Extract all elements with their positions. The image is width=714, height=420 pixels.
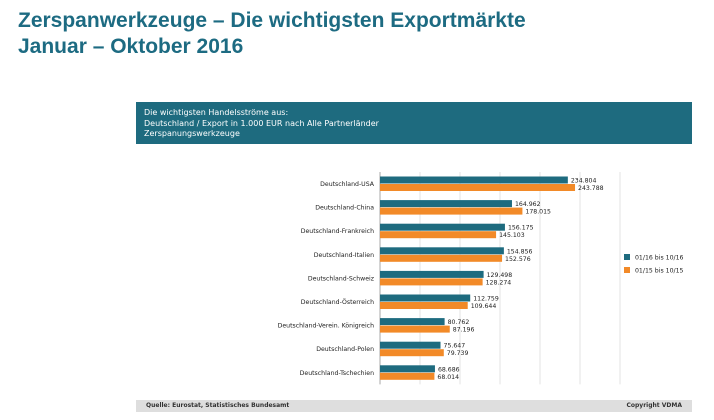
legend-label: 01/15 bis 10/15 (635, 268, 684, 275)
data-label: 109.644 (471, 303, 497, 310)
bar (380, 270, 484, 278)
bar (380, 372, 435, 380)
slide-title-line-2: Januar – Oktober 2016 (18, 35, 244, 58)
data-label: 75.647 (444, 343, 466, 350)
bar (380, 325, 450, 333)
data-label: 156.175 (508, 225, 534, 232)
data-label: 152.576 (505, 256, 531, 263)
bar (380, 341, 441, 349)
legend-label: 01/16 bis 10/16 (635, 255, 684, 262)
bar (380, 176, 568, 184)
data-label: 154.856 (507, 248, 533, 255)
chart-header-line-1: Die wichtigsten Handelsströme aus: (144, 108, 289, 117)
data-label: 112.759 (473, 296, 499, 303)
data-label: 68.686 (438, 366, 460, 373)
data-label: 243.788 (578, 185, 604, 192)
data-label: 80.762 (448, 319, 470, 326)
category-label: Deutschland-Österreich (301, 297, 374, 306)
slide-title: Zerspanwerkzeuge – Die wichtigsten Expor… (18, 8, 698, 60)
category-label: Deutschland-Verein. Königreich (278, 323, 374, 330)
data-label: 128.274 (486, 279, 512, 286)
bar (380, 318, 445, 326)
bar (380, 365, 435, 373)
bar (380, 247, 504, 255)
source-note: Quelle: Eurostat, Statistisches Bundesam… (146, 402, 290, 409)
bar (380, 294, 471, 302)
category-label: Deutschland-Polen (316, 346, 374, 353)
data-label: 79.739 (447, 350, 469, 357)
chart-header-line-3: Zerspanungswerkzeuge (144, 129, 240, 138)
slide-title-line-1: Zerspanwerkzeuge – Die wichtigsten Expor… (18, 9, 526, 32)
data-label: 145.103 (499, 232, 525, 239)
bar (380, 200, 512, 208)
category-label: Deutschland-China (315, 205, 374, 212)
chart-header-line-2: Deutschland / Export in 1.000 EUR nach A… (144, 118, 379, 128)
legend-swatch (624, 267, 630, 273)
bar (380, 302, 468, 309)
chart-panel: Deutschland-USA 234.804 243.788 Deutschland… (136, 102, 692, 412)
category-label: Deutschland-Tschechien (300, 370, 374, 377)
category-label: Deutschland-Frankreich (301, 228, 374, 235)
bar (380, 223, 505, 231)
data-label: 87.196 (453, 327, 475, 334)
category-label: Deutschland-Schweiz (308, 275, 374, 282)
category-label: Deutschland-USA (320, 181, 375, 188)
data-label: 164.962 (515, 201, 541, 208)
bar (380, 254, 503, 262)
bar (380, 207, 523, 215)
chart-footer: Quelle: Eurostat, Statistisches Bundesam… (136, 400, 692, 412)
data-label: 129.498 (487, 272, 513, 279)
data-label: 68.014 (437, 374, 459, 381)
data-label: 234.804 (571, 178, 597, 185)
category-label: Deutschland-Italien (314, 252, 374, 259)
bar (380, 231, 497, 239)
copyright-note: Copyright VDMA (626, 402, 682, 409)
bar (380, 278, 483, 286)
data-label: 178.015 (525, 209, 551, 216)
chart-header: Die wichtigsten Handelsströme aus: Deuts… (136, 102, 692, 144)
bar (380, 349, 444, 357)
bar (380, 184, 576, 191)
legend-swatch (624, 254, 630, 260)
